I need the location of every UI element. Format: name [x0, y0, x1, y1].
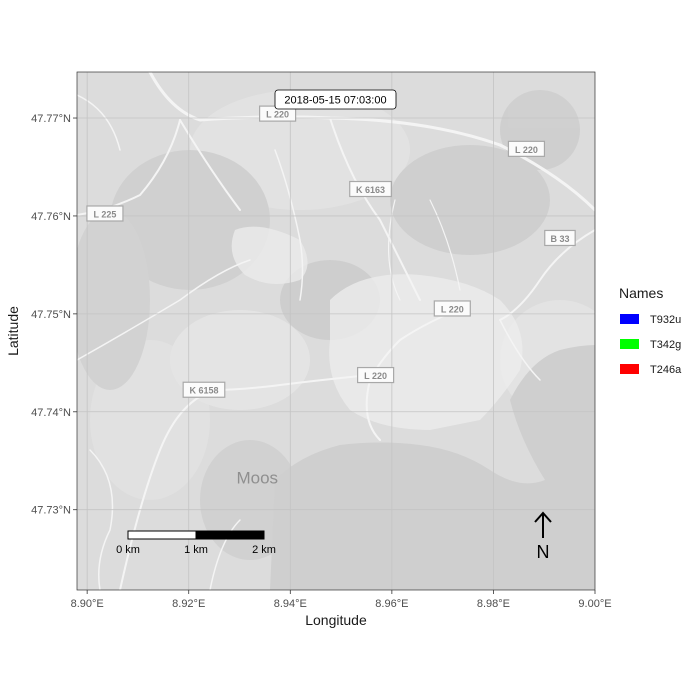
scale-label-0: 0 km	[116, 544, 140, 556]
x-axis-title: Longitude	[305, 612, 367, 628]
scale-label-2: 2 km	[252, 544, 276, 556]
x-tick-label: 8.94°E	[274, 598, 307, 610]
x-tick-label: 8.90°E	[71, 598, 104, 610]
town-area	[329, 274, 523, 430]
x-tick-label: 8.96°E	[375, 598, 408, 610]
north-arrow: N	[534, 511, 552, 562]
grid-lines	[77, 72, 595, 590]
road-shield	[357, 366, 395, 384]
town-area-west	[231, 226, 308, 284]
legend-swatch	[620, 339, 639, 349]
road-labels: L 225 K 6163 L 220 B 33 L 220 L 220 K 6158 L 22…	[86, 105, 576, 398]
road-label-text: L 220	[364, 371, 387, 381]
legend-item: T932u	[620, 314, 681, 326]
place-labels: Moos	[236, 468, 278, 487]
scale-bar: 0 km 1 km 2 km	[116, 530, 276, 556]
road-shield	[507, 140, 546, 157]
road-label-text: L 225	[94, 209, 117, 219]
legend-item: T342g	[620, 339, 681, 351]
road-shield	[433, 300, 471, 317]
legend: Names T932u T342g T246a	[619, 285, 682, 376]
road-label: L 220	[433, 300, 471, 317]
road-label: K 6158	[182, 381, 226, 398]
road-label: L 220	[357, 366, 395, 384]
road-label-text: L 220	[266, 110, 289, 120]
timestamp-label: 2018-05-15 07:03:00	[274, 89, 397, 110]
panel-border	[76, 71, 596, 591]
legend-label: T932u	[650, 314, 681, 326]
lake	[270, 345, 595, 590]
road-label: B 33	[544, 229, 576, 247]
north-label: N	[537, 542, 550, 562]
y-axis-title: Latitude	[5, 306, 21, 356]
y-tick-label: 47.75°N	[31, 309, 71, 321]
road-shield	[544, 229, 576, 247]
legend-label: T342g	[650, 339, 681, 351]
x-tick-label: 8.98°E	[477, 598, 510, 610]
timestamp-text: 2018-05-15 07:03:00	[284, 95, 386, 107]
y-tick-label: 47.76°N	[31, 211, 71, 223]
x-tick-label: 8.92°E	[172, 598, 205, 610]
road-label: L 220	[507, 140, 546, 157]
legend-item: T246a	[620, 364, 682, 376]
road-label: K 6163	[349, 180, 392, 198]
road-label: L 225	[86, 205, 124, 222]
y-tick-label: 47.77°N	[31, 113, 71, 125]
road-shield	[86, 205, 124, 222]
basemap: L 225 K 6163 L 220 B 33 L 220 L 220 K 6158 L 22…	[77, 72, 595, 590]
y-tick-label: 47.74°N	[31, 407, 71, 419]
road-label-text: K 6158	[189, 386, 218, 396]
y-tick-label: 47.73°N	[31, 505, 71, 517]
road-label-text: B 33	[550, 234, 569, 244]
scale-label-1: 1 km	[184, 544, 208, 556]
legend-label: T246a	[650, 364, 682, 376]
road-label-text: L 220	[515, 145, 538, 155]
place-label: Moos	[236, 468, 278, 487]
road-shield	[349, 180, 392, 198]
road-shield	[182, 381, 226, 398]
road-label-text: L 220	[441, 304, 464, 314]
legend-swatch	[620, 364, 639, 374]
y-axis: 47.73°N 47.74°N 47.75°N 47.76°N 47.77°N	[31, 113, 77, 517]
legend-title: Names	[619, 285, 663, 301]
x-axis: 8.90°E 8.92°E 8.94°E 8.96°E 8.98°E 9.00°E	[71, 590, 612, 610]
road-label-text: K 6163	[356, 185, 385, 195]
x-tick-label: 9.00°E	[578, 598, 611, 610]
legend-swatch	[620, 314, 639, 324]
